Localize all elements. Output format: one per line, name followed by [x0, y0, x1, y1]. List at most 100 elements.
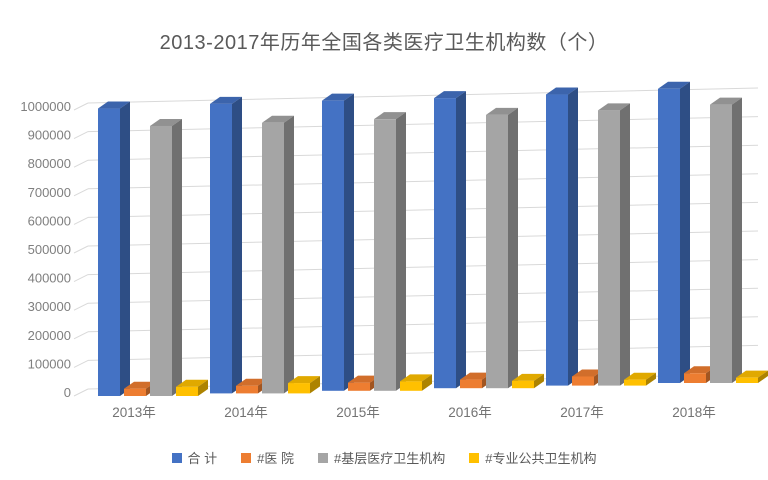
axis-depth-tick [73, 388, 89, 397]
gridline [87, 316, 759, 333]
column-bar-2018年-s3 [736, 377, 758, 383]
column-bar-2016年-s0 [434, 98, 456, 389]
column-bar-2015年-s0 [344, 93, 354, 391]
column-bar-2016年-s0 [456, 91, 466, 389]
column-bar-2013年-s3 [176, 379, 208, 387]
x-axis-tick-label: 2014年 [224, 405, 268, 420]
x-axis-tick-label: 2015年 [336, 405, 380, 420]
legend-label: #医 院 [257, 451, 294, 466]
column-bar-2015年-s3 [400, 381, 422, 391]
column-bar-2013年-s1 [124, 388, 146, 396]
x-axis-tick-label: 2018年 [672, 405, 716, 420]
x-axis-tick-label: 2013年 [112, 405, 156, 420]
legend-label: 合 计 [187, 451, 218, 466]
axis-depth-tick [73, 274, 89, 283]
column-bar-2018年-s0 [680, 81, 690, 383]
y-axis-tick-label: 0 [64, 385, 71, 400]
column-bar-2017年-s2 [620, 103, 630, 386]
column-bar-2017年-s0 [546, 87, 578, 95]
gridline [87, 87, 759, 104]
column-bar-2018年-s3 [758, 370, 768, 383]
y-axis-tick-label: 400000 [28, 271, 71, 286]
legend-label: #基层医疗卫生机构 [334, 451, 446, 466]
legend-swatch-icon [241, 452, 252, 463]
column-bar-2018年-s1 [684, 366, 716, 374]
axis-depth-tick [73, 216, 89, 225]
legend-swatch-icon [318, 452, 328, 463]
y-axis-tick-label: 300000 [28, 299, 71, 314]
column-bar-2014年-s3 [288, 383, 310, 394]
column-bar-2013年-s2 [172, 118, 182, 397]
column-bar-2018年-s2 [732, 97, 742, 383]
column-bar-2015年-s2 [396, 112, 406, 391]
column-bar-2016年-s2 [486, 107, 518, 115]
column-bar-2015年-s1 [348, 375, 380, 383]
legend-item-2: #基层医疗卫生机构 [318, 448, 445, 467]
axis-depth-tick [73, 159, 89, 168]
gridline [87, 201, 759, 218]
axis-depth-tick [73, 188, 89, 197]
x-axis-tick-label: 2016年 [448, 405, 492, 420]
gridline [87, 287, 759, 304]
gridline [87, 116, 759, 133]
legend-item-0: 合 计 [171, 448, 218, 467]
column-bar-2018年-s1 [684, 373, 706, 383]
column-bar-2017年-s3 [646, 372, 656, 386]
column-bar-2017年-s0 [546, 94, 568, 386]
column-bar-2013年-s3 [176, 386, 198, 396]
legend-item-1: #医 院 [241, 448, 294, 467]
gridline [87, 230, 759, 247]
column-bar-2018年-s0 [658, 81, 690, 89]
column-bar-2017年-s2 [598, 103, 630, 111]
column-bar-2017年-s1 [572, 369, 604, 377]
legend-label: #专业公共卫生机构 [485, 451, 597, 466]
axis-depth-tick [73, 331, 89, 340]
column-bar-2017年-s3 [624, 372, 656, 380]
column-bar-2017年-s3 [624, 379, 646, 386]
axis-depth-tick [73, 102, 89, 111]
column-bar-2015年-s2 [374, 112, 406, 120]
chart-title: 2013-2017年历年全国各类医疗卫生机构数（个） [159, 32, 609, 54]
column-bar-2018年-s2 [710, 97, 742, 105]
axis-depth-tick [73, 302, 89, 311]
column-bar-2017年-s0 [568, 87, 578, 386]
column-bar-2016年-s1 [460, 372, 492, 380]
column-bar-2018年-s0 [658, 88, 680, 383]
gridline [87, 259, 759, 276]
column-bar-2016年-s0 [434, 91, 466, 99]
column-bar-2014年-s2 [262, 115, 294, 123]
column-bar-2015年-s0 [322, 93, 354, 101]
legend: 合 计 #医 院 #基层医疗卫生机构 #专业公共卫生机构 [0, 448, 768, 467]
y-axis-tick-label: 600000 [28, 213, 71, 228]
column-bar-2017年-s1 [572, 376, 594, 386]
column-bar-2013年-s0 [120, 101, 130, 397]
y-axis-tick-label: 100000 [28, 356, 71, 371]
column-bar-2014年-s1 [236, 385, 258, 394]
y-axis-tick-label: 800000 [28, 156, 71, 171]
plot-area: 0 100000 200000 300000 400000 500000 600000 700… [20, 81, 768, 420]
x-axis-tick-label: 2017年 [560, 405, 604, 420]
gridline [87, 173, 759, 190]
axis-depth-tick [73, 131, 89, 140]
column-bar-2016年-s3 [512, 373, 544, 381]
column-bar-2014年-s0 [210, 103, 232, 394]
column-bar-2014年-s3 [288, 376, 320, 384]
axis-depth-tick [73, 359, 89, 368]
column-bar-2015年-s2 [374, 119, 396, 391]
legend-swatch-icon [469, 452, 480, 463]
column-bar-2015年-s3 [400, 374, 432, 382]
column-bar-2016年-s2 [508, 107, 518, 389]
y-axis-tick-label: 1000000 [20, 99, 71, 114]
column-bar-2014年-s2 [262, 122, 284, 394]
y-axis-tick-label: 200000 [28, 328, 71, 343]
column-bar-2014年-s1 [236, 378, 268, 386]
legend-item-3: #专业公共卫生机构 [469, 448, 596, 467]
gridline [87, 344, 759, 361]
column-bar-2016年-s3 [512, 380, 534, 389]
gridline [87, 144, 759, 161]
column-bar-2013年-s2 [150, 125, 172, 397]
column-bar-2015年-s3 [422, 374, 432, 391]
column-bar-2017年-s2 [598, 110, 620, 386]
column-bar-2018年-s3 [736, 370, 768, 378]
y-axis-tick-label: 500000 [28, 242, 71, 257]
